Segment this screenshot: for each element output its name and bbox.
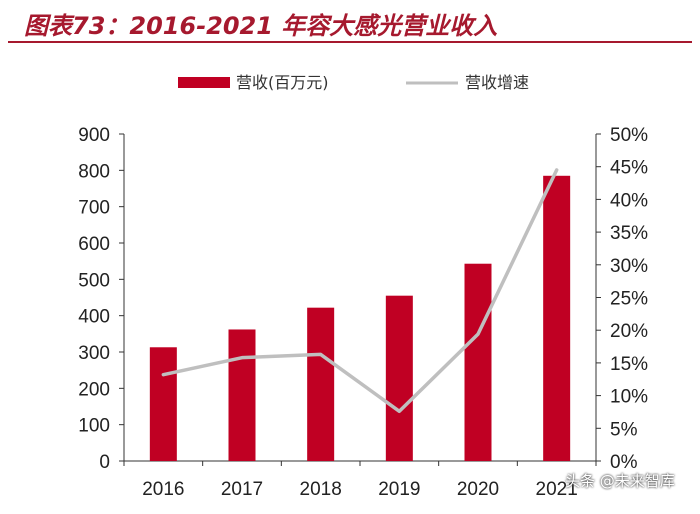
y-right-tick-label: 30% [610, 256, 648, 277]
y-right-tick-label: 15% [610, 354, 648, 375]
y-right-tick-label: 25% [610, 289, 648, 310]
y-left-tick-label: 700 [78, 198, 110, 219]
y-left-tick-label: 500 [78, 270, 110, 291]
line-growth [161, 168, 559, 414]
y-left-tick-label: 300 [78, 343, 110, 364]
legend-label-growth: 营收增速 [465, 73, 529, 92]
x-tick-label: 2017 [221, 479, 263, 500]
x-tick-label: 2020 [457, 479, 499, 500]
bar-revenue [307, 307, 335, 461]
y-left-tick-label: 800 [78, 161, 110, 182]
bar-revenue [228, 329, 256, 461]
bar-revenue [464, 263, 492, 461]
x-tick-label: 2018 [300, 479, 342, 500]
watermark: 头条 @未来智库 [565, 472, 675, 490]
bar-revenue [149, 347, 177, 461]
bar-revenue [543, 175, 571, 462]
y-right-tick-label: 45% [610, 158, 648, 179]
y-left-tick-label: 200 [78, 379, 110, 400]
y-left-tick-label: 900 [78, 125, 110, 146]
y-left-tick-label: 600 [78, 234, 110, 255]
y-right-tick-label: 40% [610, 190, 648, 211]
legend-swatch-revenue [178, 77, 230, 88]
y-right-tick-label: 0% [610, 452, 638, 473]
y-right-tick-label: 5% [610, 419, 638, 440]
y-left-tick-label: 400 [78, 307, 110, 328]
x-tick-label: 2021 [536, 479, 578, 500]
y-right-tick-label: 10% [610, 387, 648, 408]
y-left-tick-label: 100 [78, 416, 110, 437]
legend-label-revenue: 营收(百万元) [236, 73, 329, 92]
title-divider [8, 41, 692, 43]
y-right-tick-label: 20% [610, 321, 648, 342]
x-tick-label: 2016 [142, 479, 184, 500]
bar-revenue [385, 295, 413, 461]
y-left-tick-label: 0 [99, 452, 110, 473]
chart-title: 图表73：2016-2021 年容大感光营业收入 [24, 12, 498, 40]
x-tick-label: 2019 [378, 479, 420, 500]
y-right-tick-label: 35% [610, 223, 648, 244]
y-right-tick-label: 50% [610, 125, 648, 146]
